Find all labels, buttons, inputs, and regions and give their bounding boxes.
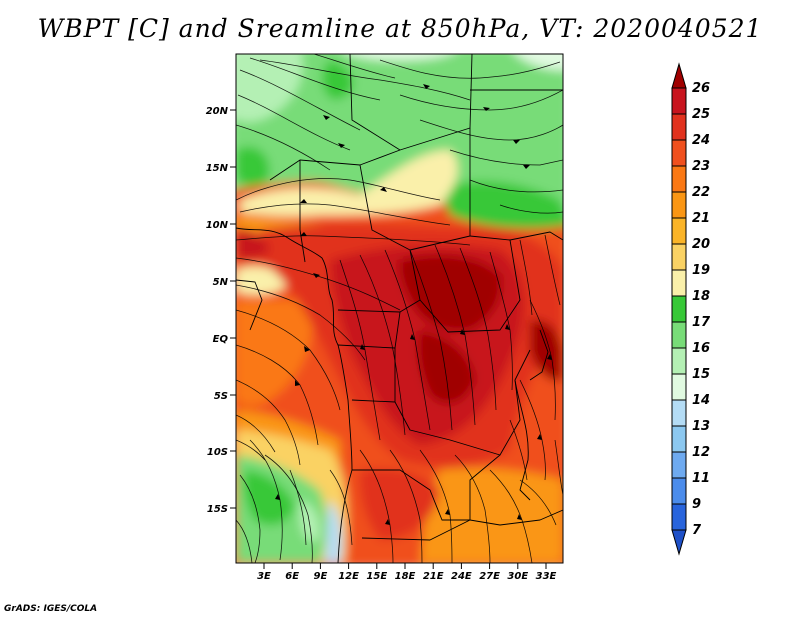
colorbar-label: 22 xyxy=(692,185,710,200)
map-frame xyxy=(235,53,564,564)
colorbar-swatch xyxy=(671,165,687,193)
colorbar-swatch xyxy=(671,87,687,115)
lon-tick-label: 24E xyxy=(451,571,472,582)
colorbar-swatch xyxy=(671,399,687,427)
lon-tick-label: 30E xyxy=(507,571,528,582)
colorbar-swatch xyxy=(671,503,687,531)
lon-tick-label: 12E xyxy=(338,571,359,582)
colorbar-top-extension xyxy=(671,62,687,89)
colorbar-swatch xyxy=(671,347,687,375)
colorbar-swatch xyxy=(671,477,687,505)
lat-tick-label: EQ xyxy=(213,334,229,345)
colorbar-label: 25 xyxy=(692,107,710,122)
colorbar-label: 17 xyxy=(692,315,711,330)
colorbar-label: 14 xyxy=(692,393,710,408)
lon-tick-label: 3E xyxy=(257,571,271,582)
lon-tick-label: 27E xyxy=(479,571,500,582)
colorbar-label: 21 xyxy=(692,211,710,226)
colorbar-swatch xyxy=(671,451,687,479)
colorbar-swatch xyxy=(671,243,687,271)
lat-tick-label: 20N xyxy=(206,106,229,117)
colorbar-label: 19 xyxy=(692,263,710,278)
lon-tick-label: 21E xyxy=(423,571,444,582)
colorbar-swatch xyxy=(671,113,687,141)
colorbar-swatch xyxy=(671,295,687,323)
colorbar-label: 24 xyxy=(692,133,710,148)
colorbar-label: 7 xyxy=(692,523,702,538)
colorbar-label: 9 xyxy=(692,497,701,512)
colorbar-label: 16 xyxy=(692,341,710,356)
map-title: WBPT [C] and Sreamline at 850hPa, VT: 20… xyxy=(37,14,763,43)
grads-credit: GrADS: IGES/COLA xyxy=(4,604,98,614)
longitude-axis: 3E 6E 9E 12E 15E 18E 21E 24E 27E 30E 33E xyxy=(257,563,557,582)
colorbar-label: 13 xyxy=(692,419,710,434)
lon-tick-label: 15E xyxy=(366,571,387,582)
latitude-axis: 20N 15N 10N 5N EQ 5S 10S 15S xyxy=(206,106,236,515)
colorbar-label: 12 xyxy=(692,445,710,460)
colorbar-swatch xyxy=(671,191,687,219)
colorbar-swatch xyxy=(671,425,687,453)
colorbar-label: 18 xyxy=(692,289,710,304)
colorbar-swatch xyxy=(671,139,687,167)
colorbar-swatch xyxy=(671,269,687,297)
lon-tick-label: 33E xyxy=(536,571,557,582)
wbpt-map xyxy=(236,54,563,563)
colorbar-label: 23 xyxy=(692,159,710,174)
colorbar-label: 15 xyxy=(692,367,710,382)
colorbar-label: 26 xyxy=(692,81,710,96)
lon-tick-label: 9E xyxy=(314,571,328,582)
lon-tick-label: 18E xyxy=(395,571,416,582)
lat-tick-label: 10S xyxy=(207,447,228,458)
lat-tick-label: 15S xyxy=(207,504,228,515)
colorbar-swatch xyxy=(671,217,687,245)
colorbar-swatch xyxy=(671,373,687,401)
colorbar-label: 11 xyxy=(692,471,710,486)
colorbar-label: 20 xyxy=(692,237,710,252)
lon-tick-label: 6E xyxy=(285,571,299,582)
colorbar: 26 25 24 23 22 21 20 19 18 17 16 15 14 13 12 11 9 7 xyxy=(671,62,711,556)
lat-tick-label: 5N xyxy=(213,277,229,288)
lat-tick-label: 10N xyxy=(206,220,229,231)
colorbar-bottom-extension xyxy=(671,529,687,556)
colorbar-swatch xyxy=(671,321,687,349)
lat-tick-label: 5S xyxy=(214,391,228,402)
lat-tick-label: 15N xyxy=(206,163,229,174)
